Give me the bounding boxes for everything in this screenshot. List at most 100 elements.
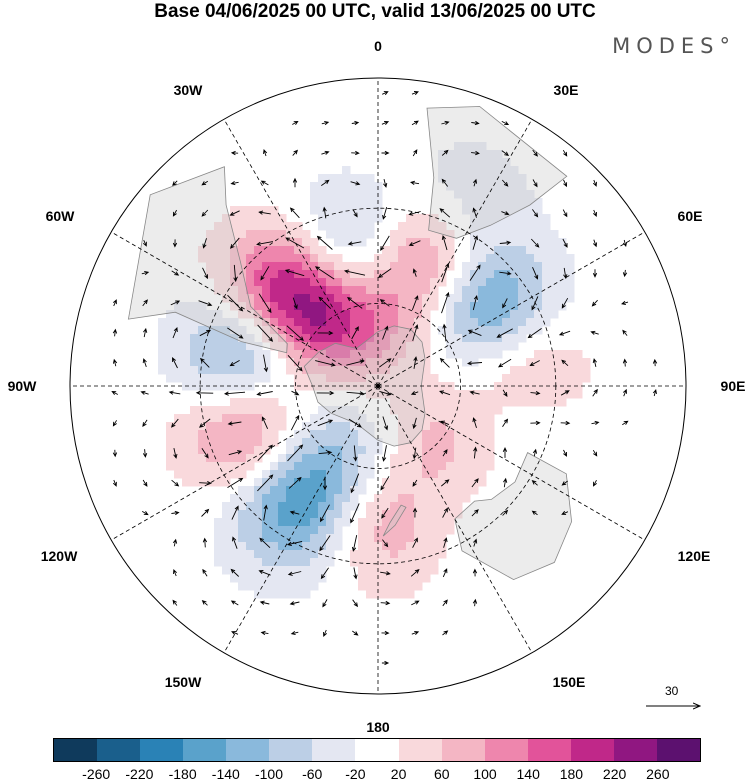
anomaly-cell bbox=[246, 238, 255, 247]
anomaly-cell bbox=[438, 166, 447, 175]
anomaly-cell bbox=[310, 310, 319, 319]
anomaly-cell bbox=[350, 310, 359, 319]
anomaly-cell bbox=[366, 270, 375, 279]
anomaly-cell bbox=[446, 350, 455, 359]
anomaly-cell bbox=[230, 502, 239, 511]
anomaly-cell bbox=[518, 278, 527, 287]
anomaly-cell bbox=[222, 550, 231, 559]
anomaly-cell bbox=[478, 414, 487, 423]
anomaly-cell bbox=[230, 542, 239, 551]
anomaly-cell bbox=[446, 166, 455, 175]
wind-vector bbox=[257, 474, 274, 492]
anomaly-cell bbox=[214, 462, 223, 471]
anomaly-cell bbox=[470, 310, 479, 319]
wind-vector bbox=[527, 328, 542, 339]
anomaly-cell bbox=[214, 358, 223, 367]
anomaly-cell bbox=[526, 270, 535, 279]
anomaly-cell bbox=[310, 566, 319, 575]
anomaly-cell bbox=[318, 462, 327, 471]
wind-vector bbox=[530, 391, 541, 396]
anomaly-cell bbox=[518, 198, 527, 207]
anomaly-cell bbox=[454, 294, 463, 303]
wind-vector bbox=[261, 416, 269, 429]
wind-vector bbox=[562, 209, 568, 218]
anomaly-cell bbox=[302, 446, 311, 455]
wind-vector bbox=[497, 358, 512, 368]
anomaly-cell bbox=[502, 222, 511, 231]
anomaly-cell bbox=[326, 358, 335, 367]
anomaly-cell bbox=[534, 262, 543, 271]
anomaly-cell bbox=[406, 238, 415, 247]
anomaly-cell bbox=[342, 446, 351, 455]
anomaly-cell bbox=[446, 478, 455, 487]
anomaly-cell bbox=[278, 454, 287, 463]
anomaly-cell bbox=[246, 542, 255, 551]
anomaly-cell bbox=[518, 366, 527, 375]
anomaly-cell bbox=[534, 246, 543, 255]
anomaly-cell bbox=[382, 390, 391, 399]
wind-vector bbox=[561, 510, 569, 515]
anomaly-cell bbox=[334, 486, 343, 495]
anomaly-cell bbox=[286, 302, 295, 311]
anomaly-cell bbox=[350, 270, 359, 279]
anomaly-cell bbox=[206, 230, 215, 239]
anomaly-cell bbox=[478, 230, 487, 239]
anomaly-cell bbox=[358, 326, 367, 335]
anomaly-cell bbox=[430, 294, 439, 303]
anomaly-cell bbox=[254, 262, 263, 271]
anomaly-cell bbox=[462, 278, 471, 287]
anomaly-cell bbox=[166, 454, 175, 463]
anomaly-cell bbox=[486, 422, 495, 431]
anomaly-cell bbox=[446, 398, 455, 407]
wind-vector bbox=[442, 630, 449, 636]
anomaly-cell bbox=[294, 302, 303, 311]
anomaly-cell bbox=[302, 582, 311, 591]
anomaly-cell bbox=[190, 430, 199, 439]
anomaly-cell bbox=[494, 302, 503, 311]
anomaly-cell bbox=[222, 318, 231, 327]
anomaly-cell bbox=[342, 182, 351, 191]
anomaly-cell bbox=[326, 254, 335, 263]
wind-vector bbox=[171, 479, 180, 487]
anomaly-cell bbox=[214, 318, 223, 327]
anomaly-cell bbox=[302, 430, 311, 439]
wind-vector bbox=[412, 507, 418, 518]
anomaly-cell bbox=[414, 518, 423, 527]
anomaly-cell bbox=[406, 318, 415, 327]
anomaly-cell bbox=[310, 350, 319, 359]
anomaly-cell bbox=[518, 382, 527, 391]
wind-vector bbox=[380, 235, 390, 252]
anomaly-cell bbox=[254, 446, 263, 455]
anomaly-cell bbox=[326, 222, 335, 231]
anomaly-cell bbox=[454, 430, 463, 439]
lon-label-120e: 120E bbox=[677, 548, 711, 564]
wind-vector bbox=[233, 264, 238, 283]
wind-vector bbox=[380, 476, 390, 491]
anomaly-cell bbox=[302, 270, 311, 279]
anomaly-cell bbox=[214, 270, 223, 279]
anomaly-cell bbox=[262, 262, 271, 271]
anomaly-cell bbox=[246, 206, 255, 215]
anomaly-cell bbox=[270, 206, 279, 215]
anomaly-cell bbox=[534, 318, 543, 327]
anomaly-cell bbox=[398, 334, 407, 343]
anomaly-cell bbox=[254, 422, 263, 431]
anomaly-cell bbox=[174, 422, 183, 431]
anomaly-cell bbox=[222, 558, 231, 567]
wind-vector bbox=[290, 414, 300, 431]
anomaly-cell bbox=[470, 166, 479, 175]
anomaly-cell bbox=[294, 438, 303, 447]
anomaly-cell bbox=[286, 334, 295, 343]
anomaly-cell bbox=[366, 470, 375, 479]
anomaly-cell bbox=[358, 230, 367, 239]
anomaly-cell bbox=[254, 206, 263, 215]
wind-vector bbox=[142, 479, 148, 487]
anomaly-cell bbox=[238, 222, 247, 231]
anomaly-cell bbox=[182, 414, 191, 423]
anomaly-cell bbox=[238, 342, 247, 351]
anomaly-cell bbox=[422, 422, 431, 431]
anomaly-cell bbox=[510, 390, 519, 399]
anomaly-cell bbox=[310, 278, 319, 287]
anomaly-cell bbox=[550, 238, 559, 247]
anomaly-cell bbox=[350, 286, 359, 295]
